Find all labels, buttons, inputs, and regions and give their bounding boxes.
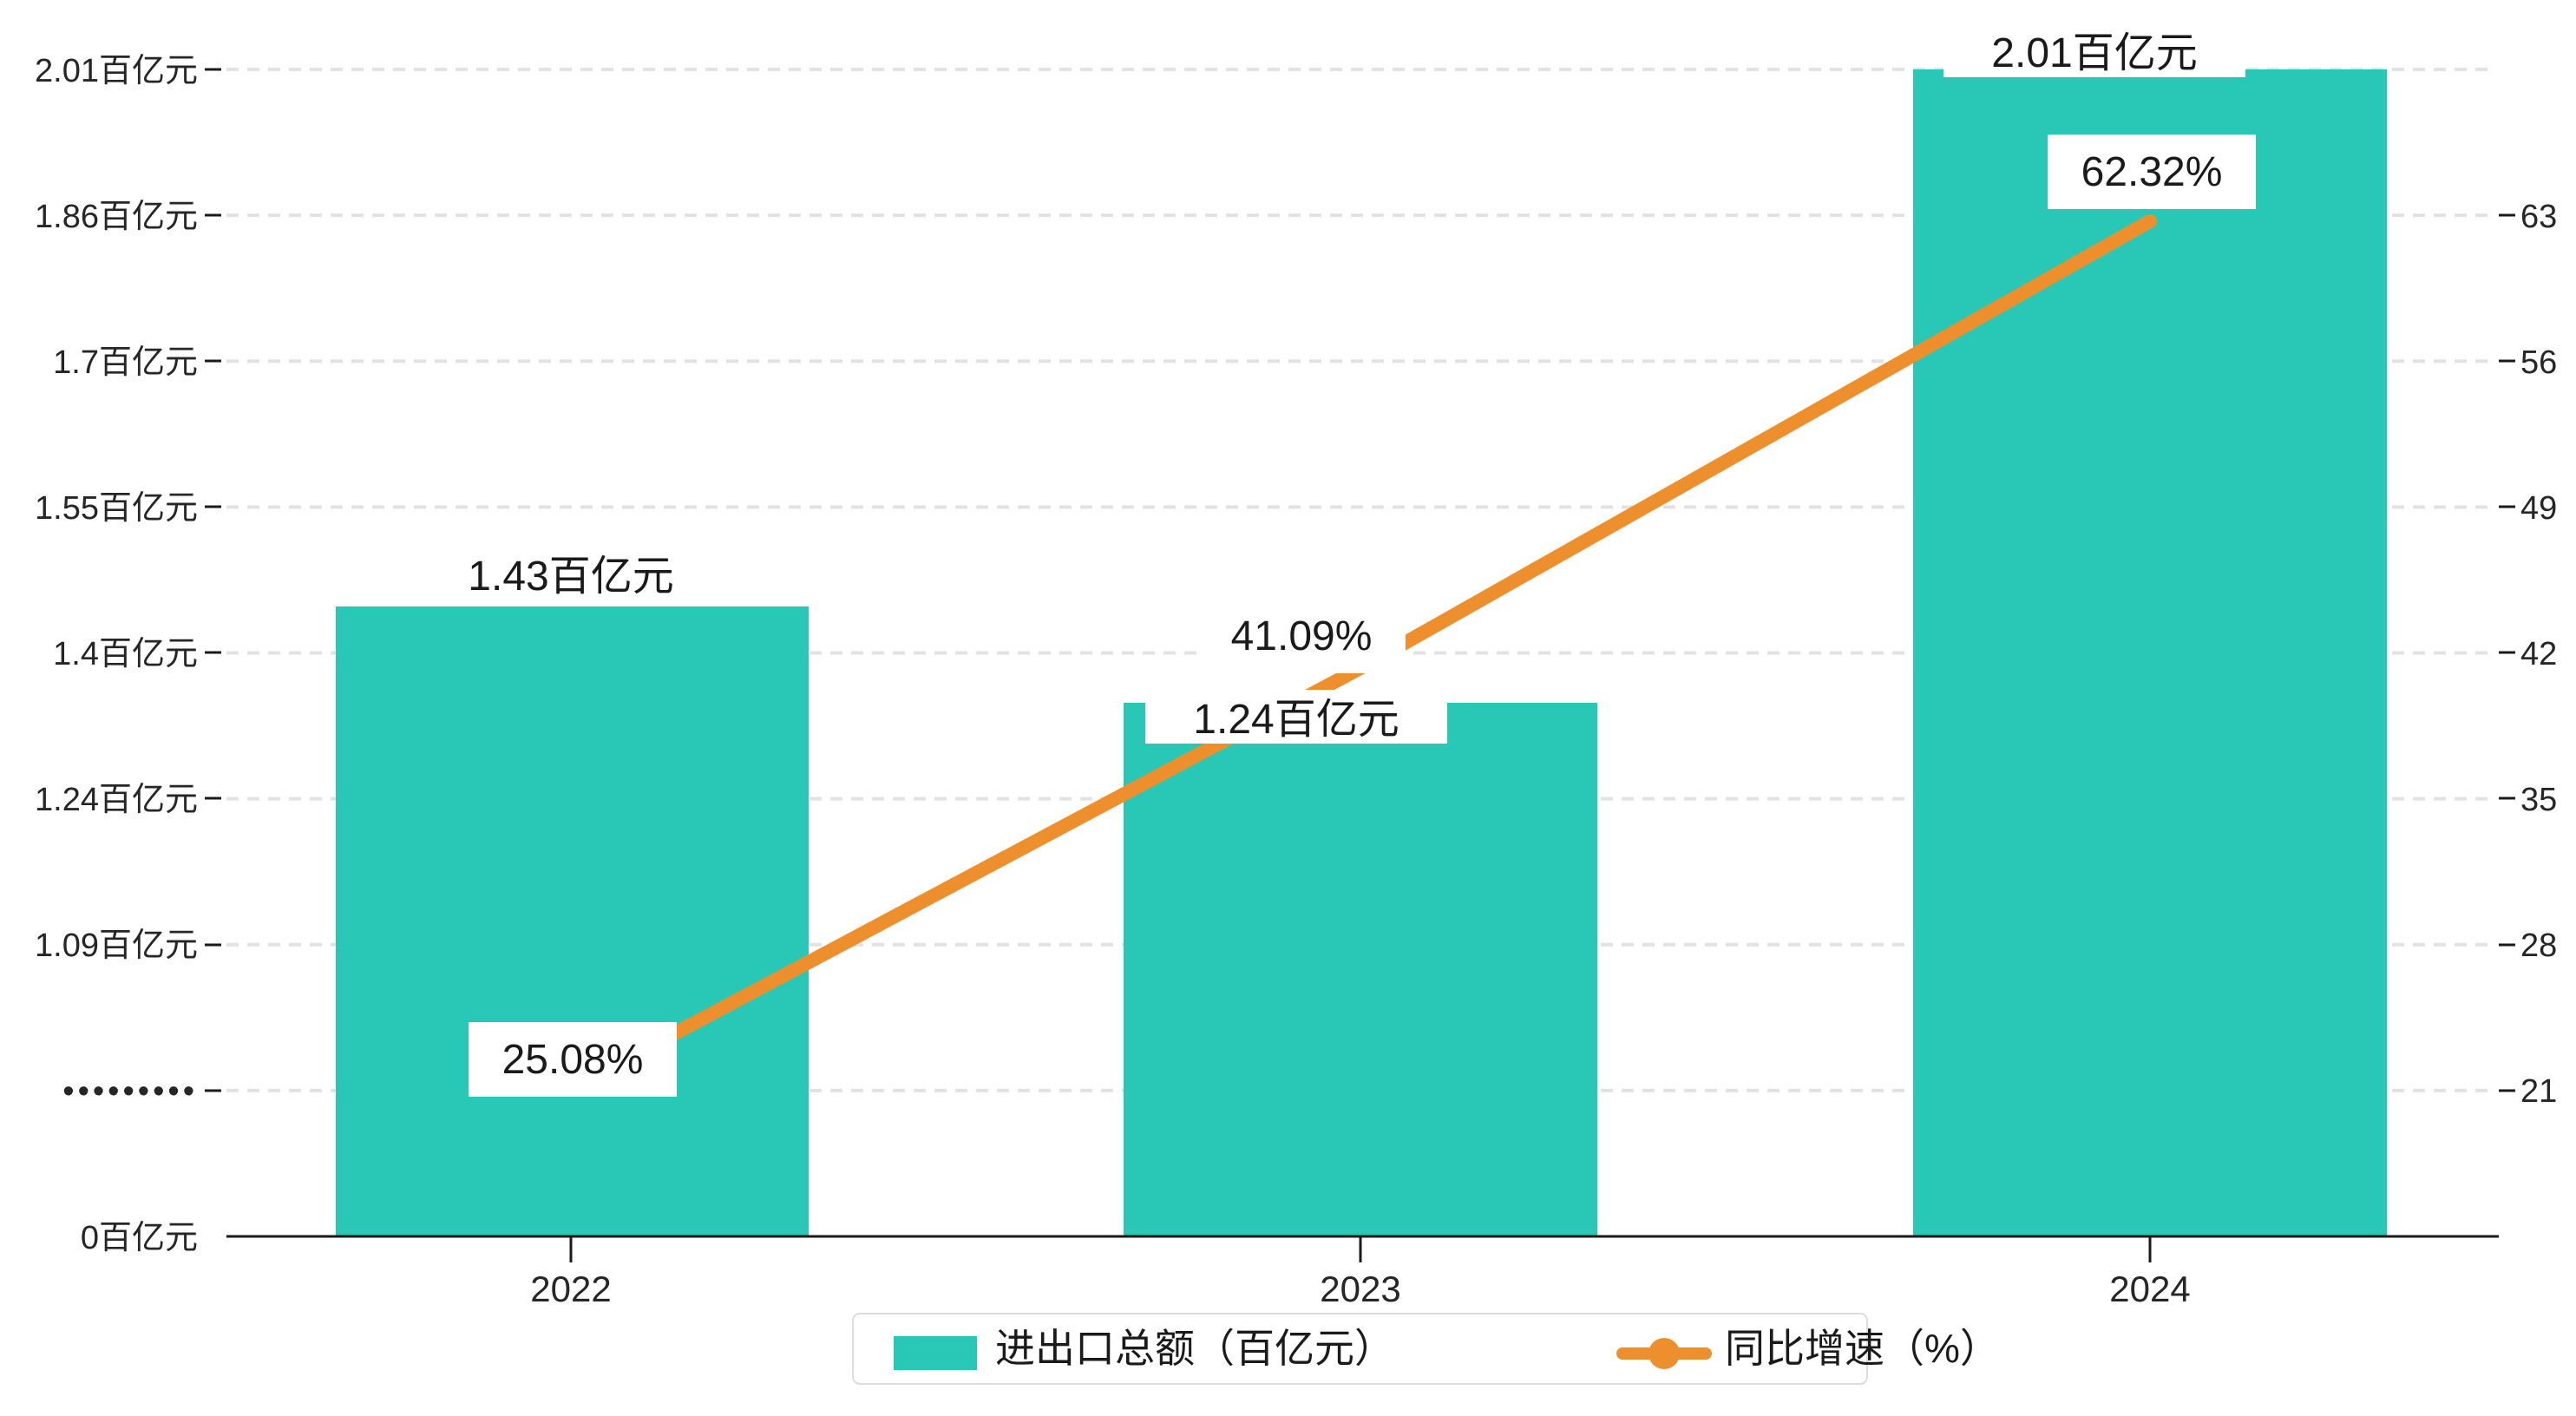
- svg-text:1.43百亿元: 1.43百亿元: [468, 554, 673, 600]
- svg-text:35: 35: [2520, 782, 2557, 818]
- svg-text:1.09百亿元: 1.09百亿元: [35, 928, 198, 964]
- svg-text:2.01百亿元: 2.01百亿元: [35, 53, 198, 89]
- svg-text:1.4百亿元: 1.4百亿元: [53, 636, 198, 672]
- svg-text:2023: 2023: [1320, 1268, 1400, 1309]
- svg-text:同比增速（%）: 同比增速（%）: [1725, 1326, 2000, 1371]
- svg-text:21: 21: [2520, 1073, 2557, 1110]
- svg-text:1.55百亿元: 1.55百亿元: [35, 490, 198, 527]
- svg-text:进出口总额（百亿元）: 进出口总额（百亿元）: [995, 1326, 1394, 1371]
- svg-text:28: 28: [2520, 928, 2557, 964]
- svg-text:•••••••••: •••••••••: [62, 1073, 198, 1110]
- svg-text:63: 63: [2520, 199, 2557, 235]
- svg-text:1.24百亿元: 1.24百亿元: [1193, 697, 1399, 743]
- svg-text:2.01百亿元: 2.01百亿元: [1991, 30, 2197, 76]
- svg-text:1.24百亿元: 1.24百亿元: [35, 782, 198, 818]
- svg-text:0百亿元: 0百亿元: [81, 1220, 198, 1256]
- svg-text:42: 42: [2520, 636, 2557, 672]
- svg-text:62.32%: 62.32%: [2081, 149, 2223, 195]
- svg-text:41.09%: 41.09%: [1231, 613, 1373, 659]
- svg-text:2022: 2022: [530, 1268, 611, 1309]
- svg-text:49: 49: [2520, 490, 2557, 527]
- svg-text:1.86百亿元: 1.86百亿元: [35, 199, 198, 235]
- svg-text:25.08%: 25.08%: [502, 1037, 644, 1083]
- svg-text:1.7百亿元: 1.7百亿元: [53, 344, 198, 381]
- svg-text:56: 56: [2520, 344, 2557, 381]
- svg-text:2024: 2024: [2109, 1268, 2190, 1309]
